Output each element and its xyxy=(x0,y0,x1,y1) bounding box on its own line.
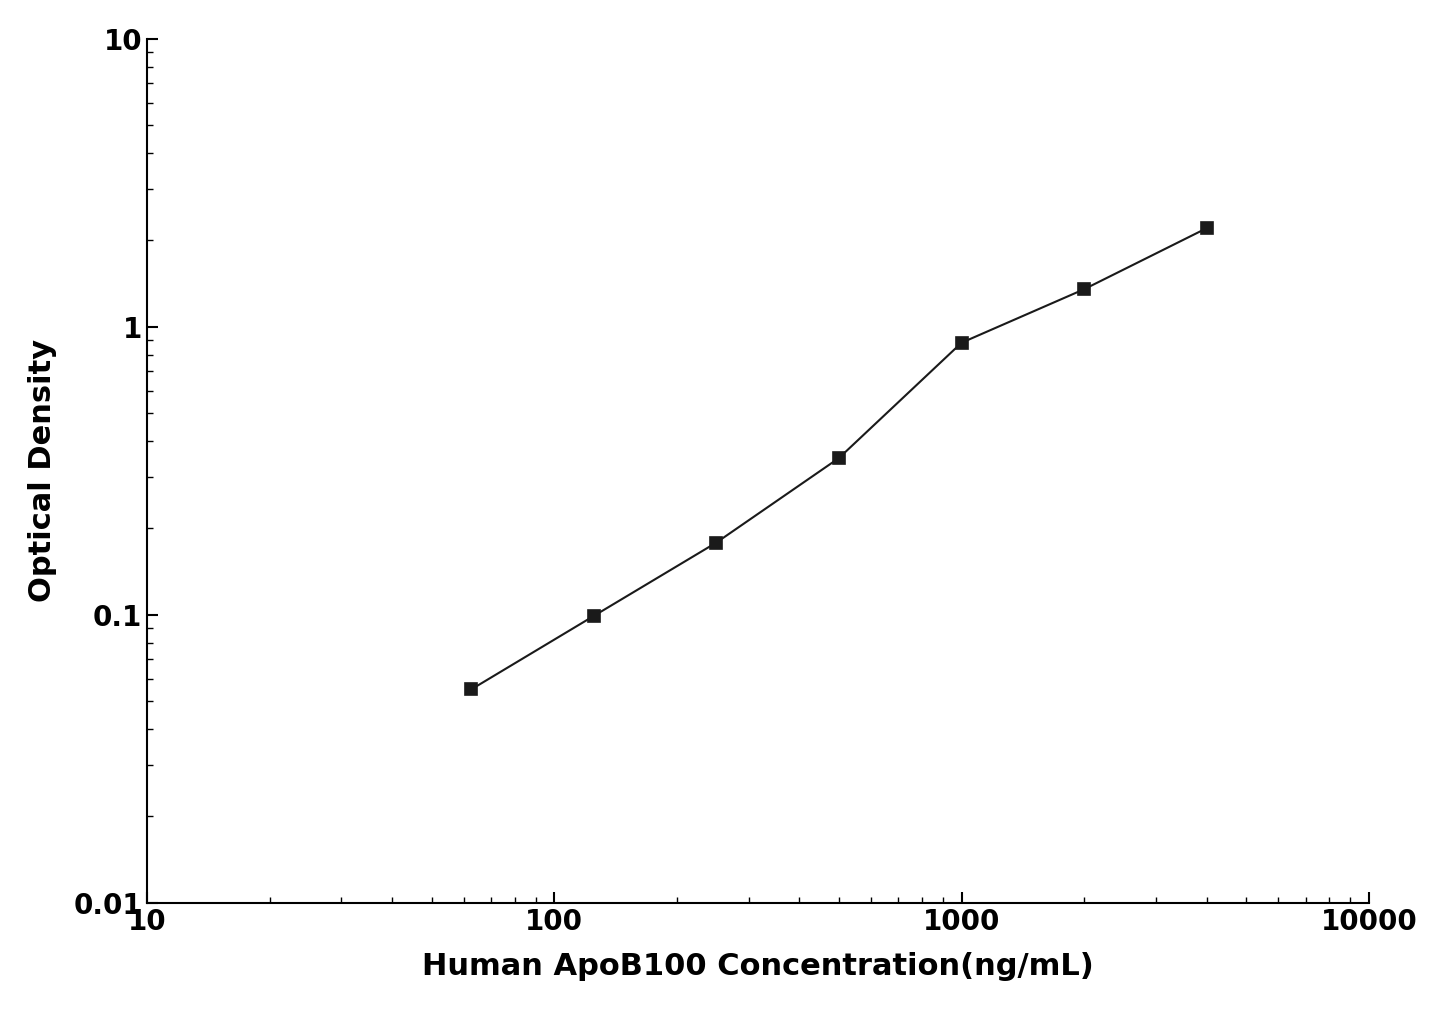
X-axis label: Human ApoB100 Concentration(ng/mL): Human ApoB100 Concentration(ng/mL) xyxy=(422,952,1094,981)
Y-axis label: Optical Density: Optical Density xyxy=(27,339,56,602)
